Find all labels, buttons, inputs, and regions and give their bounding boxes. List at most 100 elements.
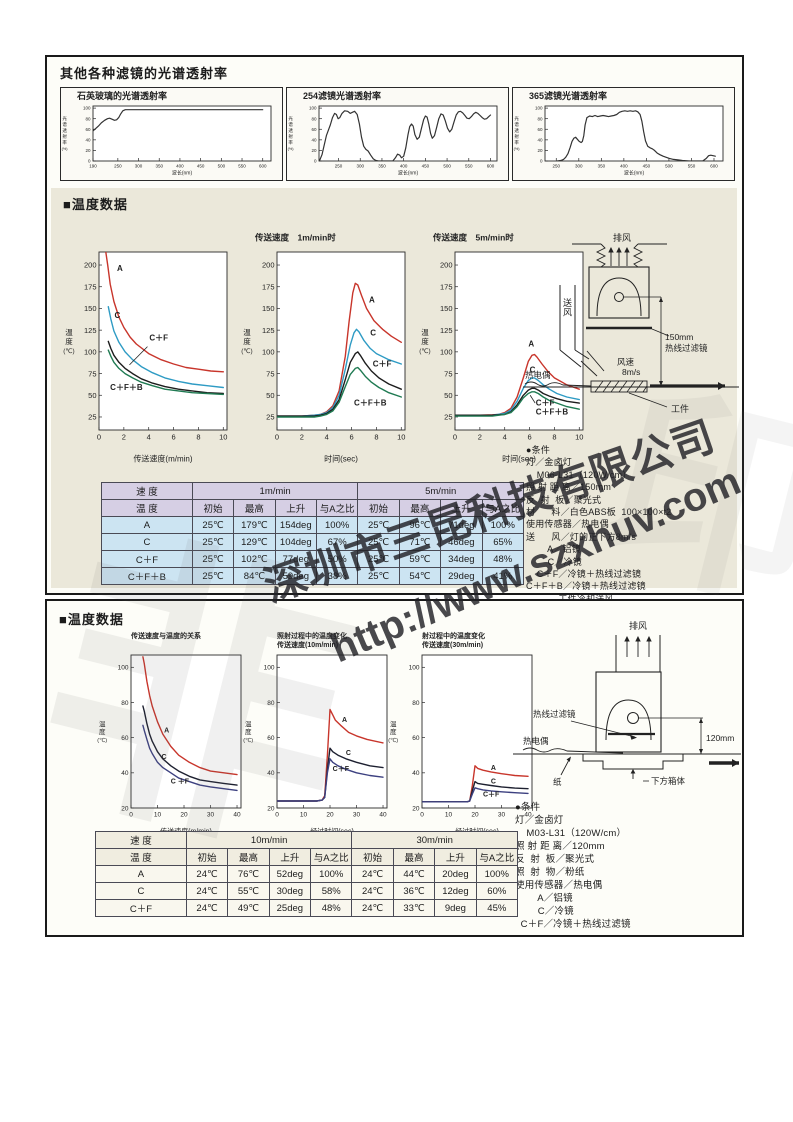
chart-subtitle: 传送速度(10m/min) [276,640,338,649]
row-label: A [95,865,187,883]
test-conditions-list: ●条件 灯／金卤灯 M06-L31（120W/cm） 照 射 距 离／150mm 反 … [526,444,738,605]
x-tick-label: 4 [503,433,507,442]
y-tick-label: 80 [412,700,420,707]
y-tick-label: 50 [444,391,452,400]
page-title: 其他各种滤镜的光谱透射率 [60,66,229,81]
exhaust-label: 排风 [629,620,647,631]
y-tick-label: 50 [266,391,274,400]
x-tick-label: 6 [527,433,531,442]
y-tick-label: 20 [412,805,420,812]
table-cell: 67% [315,533,359,551]
plot-area [276,251,406,431]
x-tick-label: 10 [154,812,162,819]
column-header: 上升 [268,848,312,866]
y-axis-label: 温 [65,328,73,337]
x-tick-label: 40 [233,812,241,819]
y-axis-label: 光 [62,115,67,122]
table-cell: 25℃ [357,567,400,585]
plot-area [98,251,228,431]
series-label: A [164,727,169,734]
table-cell: 76℃ [227,865,270,883]
series-A [142,656,238,776]
y-axis-label: 谱 [514,121,519,128]
chart-title: 365滤镜光谱透射率 [529,90,607,101]
table-cell: 25℃ [191,567,235,585]
table-cell: 58% [310,882,353,900]
x-tick-label: 0 [420,812,424,819]
x-tick-label: 40 [379,812,387,819]
table-cell: 65% [481,533,524,551]
condition-line: 反 射 板／聚光式 [526,494,602,505]
table-cell: 38% [315,567,359,585]
y-tick-label: 75 [88,369,96,378]
condition-line: 灯／金卤灯 [526,457,573,468]
y-axis-label: 谱 [288,121,293,128]
table-cell: 59deg [274,567,317,585]
table-cell: 36℃ [392,882,436,900]
y-tick-label: 60 [412,735,420,742]
temperature-table: 速 度 10m/min 30m/min 温 度初始 最高 上升 与A之比 初始 最高 上升 与A之比… [95,831,519,917]
x-tick-label: 0 [129,812,133,819]
x-tick-label: 450 [643,164,651,169]
table-group-header-row: 速 度 10m/min 30m/min [95,831,518,849]
filter-254-transmittance-panel: 250 300 350 400 450 500 550 600 0 20 40 60 80 100 波长(n… [286,87,509,181]
x-tick-label: 250 [114,164,122,169]
series-label: C＋F [483,791,500,799]
condition-line: ●条件 [526,445,551,455]
x-tick-label: 20 [180,812,188,819]
chart-subtitle: 传送速度(30m/min) [421,640,483,649]
series-C+F [142,724,238,792]
series-C [455,377,581,416]
x-tick-label: 20 [471,812,479,819]
y-axis-label: 光 [288,115,293,122]
y-tick-label: 75 [444,369,452,378]
y-tick-label: 25 [266,413,274,422]
condition-line: ●条件 [515,802,541,813]
y-axis-unit: (℃) [243,737,253,744]
thermocouple-label: 热电偶 [525,370,551,380]
table-row: C＋F 25℃ 102℃ 77deg 50% 25℃ 59℃ 34deg 48% [101,550,524,568]
x-tick-label: 350 [598,164,606,169]
x-axis-label: 波长(nm) [172,170,193,177]
coil-right [632,243,644,268]
x-tick-label: 0 [275,433,279,442]
x-tick-label: 4 [147,433,151,442]
upper-content-frame: 其他各种滤镜的光谱透射率 190 250 300 350 400 450 500 550 600… [45,55,744,604]
y-axis-label: 率 [514,139,519,146]
row-label: C＋F [101,550,193,568]
series-label: A [342,717,347,724]
filter-distance-label: 150mm [665,332,693,342]
quartz-transmittance-chart: 190 250 300 350 400 450 500 550 600 0 20 40 60 80 100 波… [62,90,272,177]
y-axis-label: 温 [390,719,397,728]
y-tick-label: 80 [537,116,543,121]
y-tick-label: 100 [118,665,129,672]
x-tick-label: 30 [353,812,361,819]
y-tick-label: 80 [85,116,91,121]
table-cell: 179℃ [233,516,276,534]
x-tick-label: 300 [135,164,143,169]
table-cell: 71℃ [398,533,442,551]
y-axis-unit: (℃) [388,737,398,744]
y-axis-unit: (%) [62,147,69,151]
x-tick-label: 500 [218,164,226,169]
table-cell: 154deg [274,516,317,534]
series-quartz [93,109,264,132]
table-cell: 100% [481,516,524,534]
y-axis-unit: (℃) [419,348,430,355]
y-tick-label: 40 [537,137,543,142]
y-tick-label: 100 [264,665,275,672]
wind-direction-lines [580,350,605,377]
series-C+F+B [455,391,581,417]
temp-curve-1mmin-chart: 0 2 4 6 8 10 25 50 75 100 125 150 175 200 时间(sec) 温度 (℃)… [241,233,406,464]
series-label: C＋F [373,360,392,369]
y-tick-label: 150 [440,304,453,313]
y-axis-label: 率 [288,139,293,146]
column-header: 最高 [392,848,436,866]
series-label: A [117,264,123,273]
y-axis-label: 温 [99,719,106,728]
y-axis-label: 度 [245,727,252,736]
thermocouple-wire [524,381,592,387]
x-tick-label: 450 [197,164,205,169]
x-tick-label: 400 [400,164,408,169]
x-tick-label: 0 [97,433,101,442]
